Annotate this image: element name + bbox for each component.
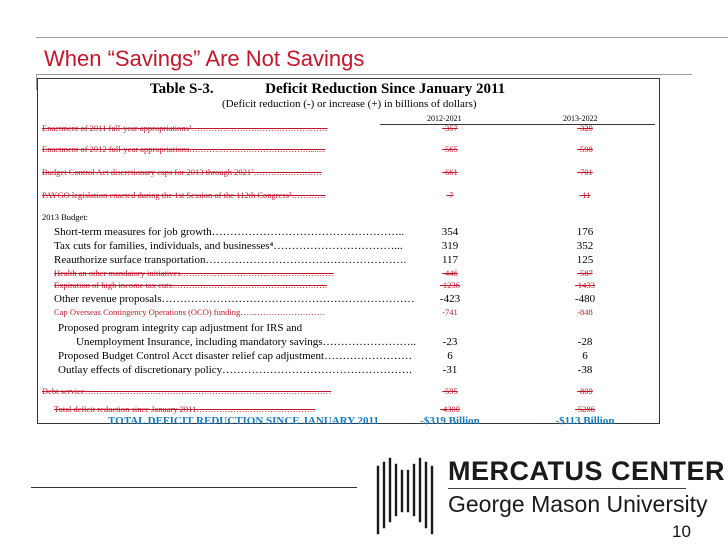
top-rule bbox=[36, 37, 728, 38]
row-value-2013-2022: -809 bbox=[577, 386, 593, 396]
table-frame bbox=[37, 78, 660, 424]
table-row: Expiration of high income tax cuts………………… bbox=[0, 280, 728, 294]
section-label-2013-budget: 2013 Budget: bbox=[42, 212, 89, 222]
table-title-right: Deficit Reduction Since January 2011 bbox=[265, 81, 506, 97]
row-label: Enactment of 2011 full-year appropriatio… bbox=[42, 123, 328, 133]
row-label: Cap Overseas Contingency Operations (OCO… bbox=[54, 307, 326, 317]
row-value-2012-2021: -357 bbox=[442, 123, 458, 133]
table-row: Debt service…………………………………………………………………………… bbox=[0, 386, 728, 400]
table-row: Unemployment Insurance, including mandat… bbox=[0, 336, 728, 350]
row-value-2012-2021: -741 bbox=[442, 307, 458, 317]
row-label: Expiration of high income tax cuts………………… bbox=[54, 280, 327, 290]
row-value-2013-2022: -480 bbox=[574, 293, 596, 305]
table-row: Enactment of 2011 full-year appropriatio… bbox=[0, 123, 728, 137]
row-label: Health an other mandatory initiatives………… bbox=[54, 268, 334, 278]
column-header-2013-2022: 2013-2022 bbox=[563, 114, 598, 123]
row-value-2013-2022: -38 bbox=[577, 364, 593, 376]
row-label: Reauthorize surface transportation………………… bbox=[54, 254, 407, 266]
slide-title: When “Savings” Are Not Savings bbox=[44, 46, 365, 71]
row-value-2012-2021: 319 bbox=[441, 240, 459, 252]
row-value-2013-2022: 125 bbox=[576, 254, 594, 266]
page-number: 10 bbox=[672, 522, 691, 541]
table-row: Proposed program integrity cap adjustmen… bbox=[0, 322, 728, 336]
row-value-2012-2021: -1236 bbox=[440, 280, 460, 290]
table-row: Short-term measures for job growth………………… bbox=[0, 226, 728, 240]
row-value-2013-2022: -11 bbox=[579, 190, 591, 200]
row-label: Proposed Budget Control Acct disaster re… bbox=[58, 350, 413, 362]
row-value-2012-2021: -661 bbox=[442, 167, 458, 177]
left-tick bbox=[36, 74, 37, 90]
row-value-2012-2021: 6 bbox=[447, 350, 453, 362]
row-label: Debt service…………………………………………………………………………… bbox=[42, 386, 332, 396]
row-label: Budget Control Act discretionary caps fo… bbox=[42, 167, 322, 177]
row-value-2012-2021: 354 bbox=[441, 226, 459, 238]
row-value-2012-2021: 117 bbox=[441, 254, 459, 266]
row-value-2012-2021: -4300 bbox=[440, 404, 460, 414]
row-value-2013-2022: -5286 bbox=[575, 404, 595, 414]
table-row: Health an other mandatory initiatives………… bbox=[0, 268, 728, 282]
row-label: Other revenue proposals……………………………………………… bbox=[54, 293, 415, 305]
total-row: TOTAL DEFICIT REDUCTION SINCE JANUARY 20… bbox=[0, 415, 728, 429]
logo-text-gmu: George Mason University bbox=[448, 491, 708, 517]
table-row: Enactment of 2012 full-year appropriatio… bbox=[0, 144, 728, 158]
row-label: Tax cuts for families, individuals, and … bbox=[54, 240, 403, 252]
row-value-2013-2022: -598 bbox=[577, 144, 593, 154]
row-value-2013-2022: -701 bbox=[577, 167, 593, 177]
total-label: TOTAL DEFICIT REDUCTION SINCE JANUARY 20… bbox=[108, 415, 379, 427]
table-row: Outlay effects of discretionary policy……… bbox=[0, 364, 728, 378]
table-row: Proposed Budget Control Acct disaster re… bbox=[0, 350, 728, 364]
total-value-2012-2021: -$319 Billion bbox=[420, 415, 480, 427]
logo-text-mercatus: MERCATUS CENTER bbox=[448, 456, 725, 486]
row-label: PAYGO legislation enacted during the 1st… bbox=[42, 190, 326, 200]
row-value-2013-2022: -587 bbox=[577, 268, 593, 278]
row-value-2013-2022: -28 bbox=[577, 336, 593, 348]
row-label: Proposed program integrity cap adjustmen… bbox=[58, 322, 303, 334]
row-value-2013-2022: 176 bbox=[576, 226, 594, 238]
row-value-2012-2021: -31 bbox=[442, 364, 458, 376]
table-row: PAYGO legislation enacted during the 1st… bbox=[0, 190, 728, 204]
table-row: Budget Control Act discretionary caps fo… bbox=[0, 167, 728, 181]
table-heading: Table S-3. Deficit Reduction Since Janua… bbox=[150, 81, 505, 98]
table-row: Tax cuts for families, individuals, and … bbox=[0, 240, 728, 254]
row-value-2012-2021: -7 bbox=[446, 190, 454, 200]
total-value-2013-2022: -$113 Billion bbox=[555, 415, 615, 427]
row-value-2012-2021: -446 bbox=[442, 268, 458, 278]
row-label: Enactment of 2012 full-year appropriatio… bbox=[42, 144, 326, 154]
row-label: Total deficit reduction since January 20… bbox=[54, 404, 316, 414]
row-value-2012-2021: -423 bbox=[439, 293, 461, 305]
table-row: 2013 Budget: bbox=[0, 212, 728, 226]
logo-divider bbox=[448, 488, 686, 489]
table-row: Other revenue proposals……………………………………………… bbox=[0, 293, 728, 307]
row-value-2013-2022: -320 bbox=[577, 123, 593, 133]
row-value-2013-2022: -1433 bbox=[575, 280, 595, 290]
table-subtitle: (Deficit reduction (-) or increase (+) i… bbox=[222, 98, 477, 110]
row-value-2013-2022: 6 bbox=[582, 350, 588, 362]
table-row: Total deficit reduction since January 20… bbox=[0, 404, 728, 418]
row-value-2012-2021: -565 bbox=[442, 144, 458, 154]
table-title-left: Table S-3. bbox=[150, 81, 214, 97]
row-label: Outlay effects of discretionary policy……… bbox=[58, 364, 412, 376]
column-header-rule bbox=[380, 124, 655, 125]
row-value-2012-2021: -23 bbox=[442, 336, 458, 348]
row-label: Short-term measures for job growth………………… bbox=[54, 226, 405, 238]
row-label: Unemployment Insurance, including mandat… bbox=[76, 336, 417, 348]
table-row: Cap Overseas Contingency Operations (OCO… bbox=[0, 307, 728, 321]
title-rule bbox=[36, 74, 692, 75]
table-row: Reauthorize surface transportation………………… bbox=[0, 254, 728, 268]
row-value-2013-2022: 352 bbox=[576, 240, 594, 252]
row-value-2012-2021: -595 bbox=[442, 386, 458, 396]
row-value-2013-2022: -848 bbox=[577, 307, 593, 317]
footer-rule bbox=[31, 487, 357, 488]
column-header-2012-2021: 2012-2021 bbox=[427, 114, 462, 123]
mercatus-logo-icon bbox=[376, 457, 434, 535]
